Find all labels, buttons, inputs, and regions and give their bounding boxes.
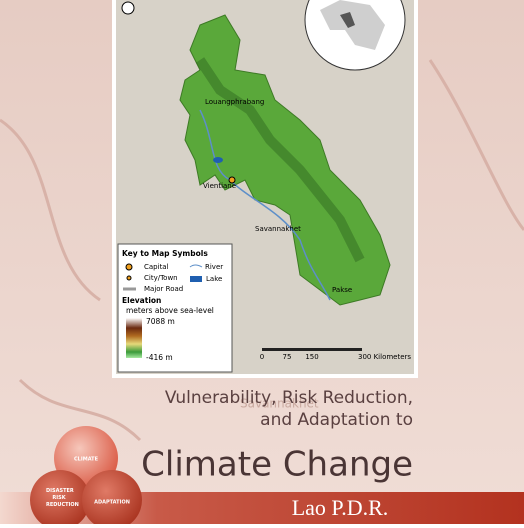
circle-label: ADAPTATION	[94, 500, 130, 506]
city-label: Savannakhet	[255, 225, 301, 233]
circle-label: DISASTER RISK REDUCTION	[46, 488, 79, 508]
background-lines	[0, 59, 524, 442]
title-line: Vulnerability, Risk Reduction,	[165, 388, 413, 408]
river	[199, 109, 331, 301]
north-arrow	[121, 1, 135, 15]
country-name: Lao P.D.R.	[292, 495, 389, 520]
legend-item: City/Town	[144, 274, 178, 282]
background-label: Savannakhet	[240, 397, 319, 411]
title-line: and Adaptation to	[260, 410, 413, 430]
scale-label: 300 Kilometers	[358, 353, 411, 361]
city-label: Pakse	[332, 286, 352, 294]
legend-title: Key to Map Symbols	[122, 249, 208, 258]
legend-subtitle: meters above sea-level	[126, 306, 214, 315]
legend-item: Major Road	[144, 285, 183, 293]
legend-item: Lake	[206, 275, 222, 283]
legend-item: Capital	[144, 263, 169, 271]
circle	[82, 470, 142, 528]
legend-symbol	[189, 264, 203, 268]
elevation-bar	[126, 318, 142, 358]
legend-symbol	[125, 263, 133, 271]
circle	[30, 470, 90, 528]
legend-symbol	[190, 276, 202, 282]
city-label: Vientiane	[203, 182, 236, 190]
circle-label: CLIMATE	[74, 457, 99, 463]
scale-bar	[262, 348, 362, 351]
lake	[213, 157, 223, 163]
scale-label: 150	[305, 353, 318, 361]
inset-laos	[340, 12, 355, 28]
title-main: Climate Change	[141, 445, 413, 485]
legend-symbol	[126, 275, 132, 281]
capital-marker	[228, 176, 236, 184]
city-label: Louangphrabang	[205, 98, 264, 106]
scale-label: 0	[260, 353, 264, 361]
scale-label: 75	[283, 353, 292, 361]
elevation-label: 7088 m	[146, 317, 175, 326]
circle-label-box: DISASTER RISK REDUCTION	[46, 488, 79, 508]
legend-subtitle: Elevation	[122, 296, 161, 305]
legend-item: River	[205, 263, 223, 271]
highlands	[195, 57, 365, 263]
elevation-label: -416 m	[146, 353, 173, 362]
